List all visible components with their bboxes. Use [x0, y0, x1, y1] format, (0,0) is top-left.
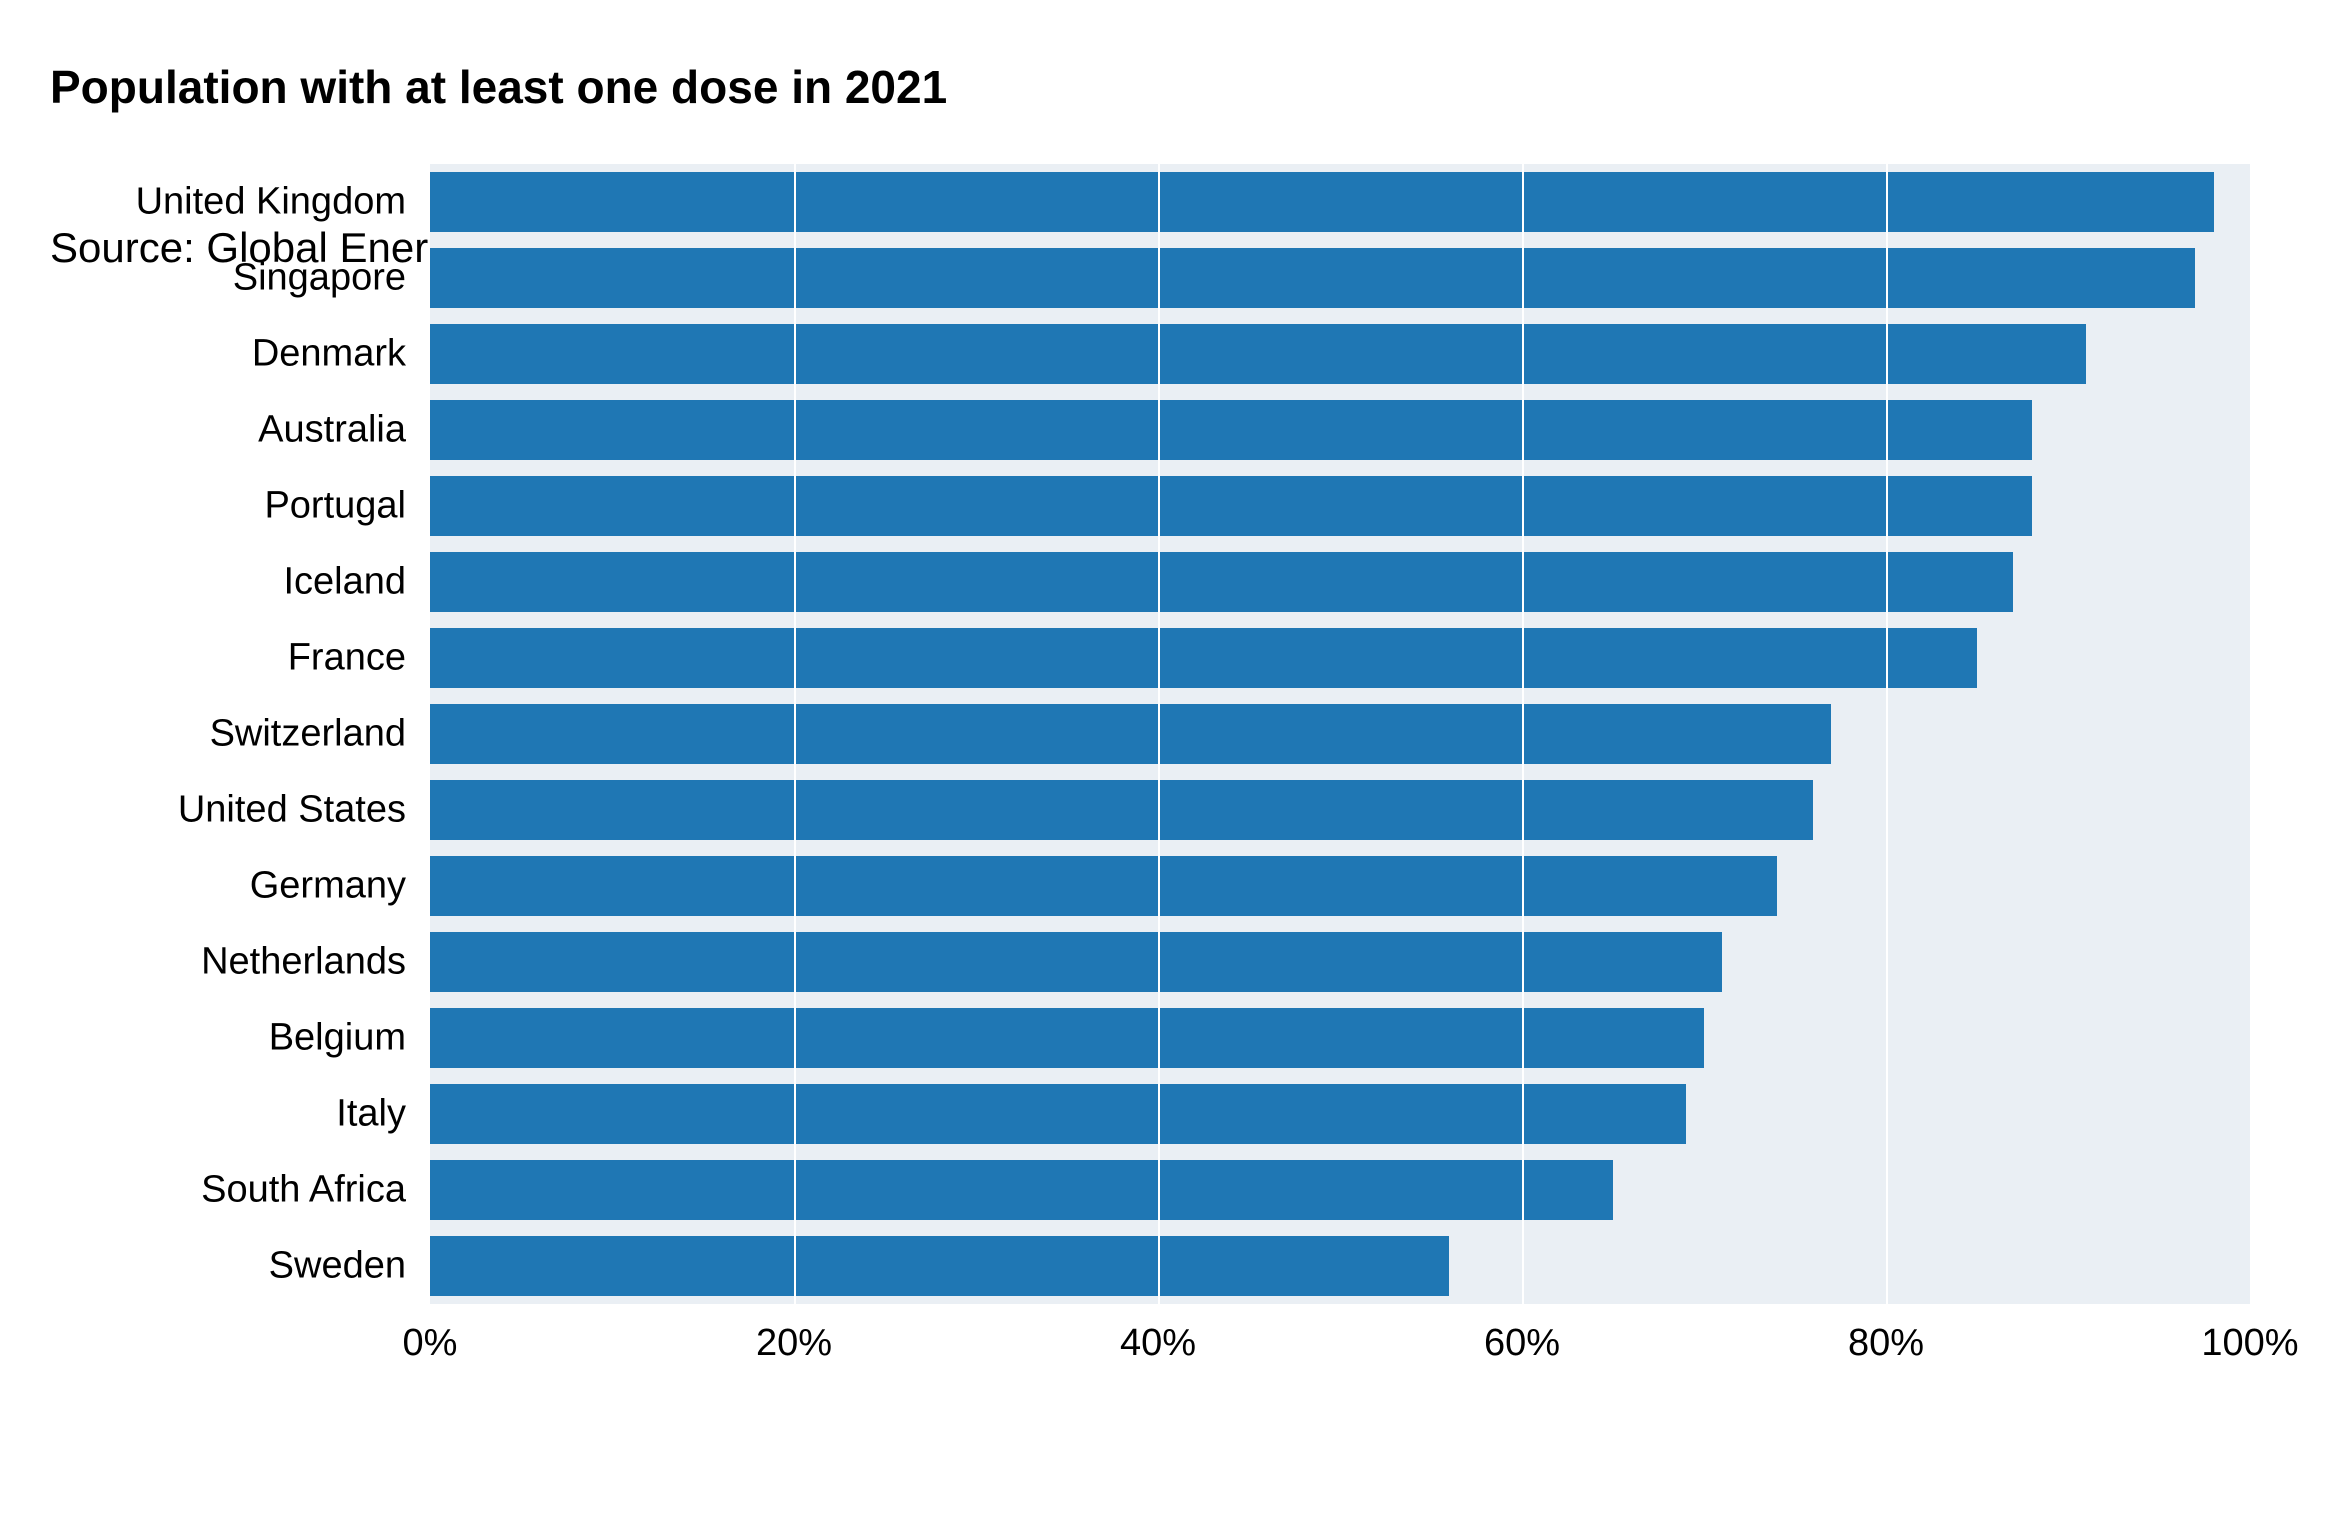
bar-row: South Africa — [430, 1160, 2250, 1219]
bar-row: Singapore — [430, 248, 2250, 307]
x-tick-label: 60% — [1484, 1322, 1560, 1365]
y-axis-label: United States — [178, 788, 430, 831]
y-axis-label: France — [288, 636, 430, 679]
bars-region: United Kingdom Singapore Denmark Australia P… — [430, 164, 2250, 1304]
y-axis-label: Germany — [250, 864, 430, 907]
bar — [430, 1160, 1613, 1219]
bar-row: Belgium — [430, 1008, 2250, 1067]
chart-container: Population with at least one dose in 202… — [0, 0, 2341, 1528]
x-tick-label: 20% — [756, 1322, 832, 1365]
bar-row: United Kingdom — [430, 172, 2250, 231]
bar-row: Sweden — [430, 1236, 2250, 1295]
y-axis-label: Netherlands — [201, 940, 430, 983]
y-axis-label: Sweden — [269, 1244, 430, 1287]
bar-row: France — [430, 628, 2250, 687]
gridline — [794, 164, 796, 1304]
y-axis-label: Switzerland — [210, 712, 430, 755]
y-axis-label: Iceland — [283, 560, 430, 603]
bar — [430, 1084, 1686, 1143]
y-axis-label: Denmark — [252, 332, 430, 375]
x-tick-label: 80% — [1848, 1322, 1924, 1365]
bar-row: Switzerland — [430, 704, 2250, 763]
bar-row: Italy — [430, 1084, 2250, 1143]
bar — [430, 172, 2214, 231]
y-axis-label: Singapore — [233, 256, 430, 299]
bar-row: Iceland — [430, 552, 2250, 611]
bar-row: Australia — [430, 400, 2250, 459]
bar-row: Portugal — [430, 476, 2250, 535]
bar — [430, 248, 2195, 307]
bar — [430, 780, 1813, 839]
y-axis-label: Belgium — [269, 1016, 430, 1059]
bar — [430, 932, 1722, 991]
bar-row: Netherlands — [430, 932, 2250, 991]
x-tick-label: 40% — [1120, 1322, 1196, 1365]
bar-row: United States — [430, 780, 2250, 839]
gridline — [1522, 164, 1524, 1304]
bar — [430, 476, 2032, 535]
y-axis-label: Australia — [258, 408, 430, 451]
x-axis: 0%20%40%60%80%100% — [430, 1322, 2250, 1368]
gridline — [1158, 164, 1160, 1304]
chart-title: Population with at least one dose in 202… — [50, 60, 2281, 114]
y-axis-label: South Africa — [201, 1168, 430, 1211]
plot-area: United Kingdom Singapore Denmark Australia P… — [430, 164, 2250, 1304]
y-axis-label: Italy — [336, 1092, 430, 1135]
bar — [430, 400, 2032, 459]
gridline — [2250, 164, 2252, 1304]
bar-row: Germany — [430, 856, 2250, 915]
bar — [430, 1008, 1704, 1067]
bar — [430, 856, 1777, 915]
y-axis-label: United Kingdom — [136, 180, 430, 223]
bar — [430, 324, 2086, 383]
x-tick-label: 0% — [403, 1322, 458, 1365]
bar — [430, 628, 1977, 687]
gridline — [1886, 164, 1888, 1304]
bar-row: Denmark — [430, 324, 2250, 383]
bar — [430, 704, 1831, 763]
y-axis-label: Portugal — [264, 484, 430, 527]
bar — [430, 552, 2013, 611]
x-tick-label: 100% — [2201, 1322, 2298, 1365]
bar — [430, 1236, 1449, 1295]
